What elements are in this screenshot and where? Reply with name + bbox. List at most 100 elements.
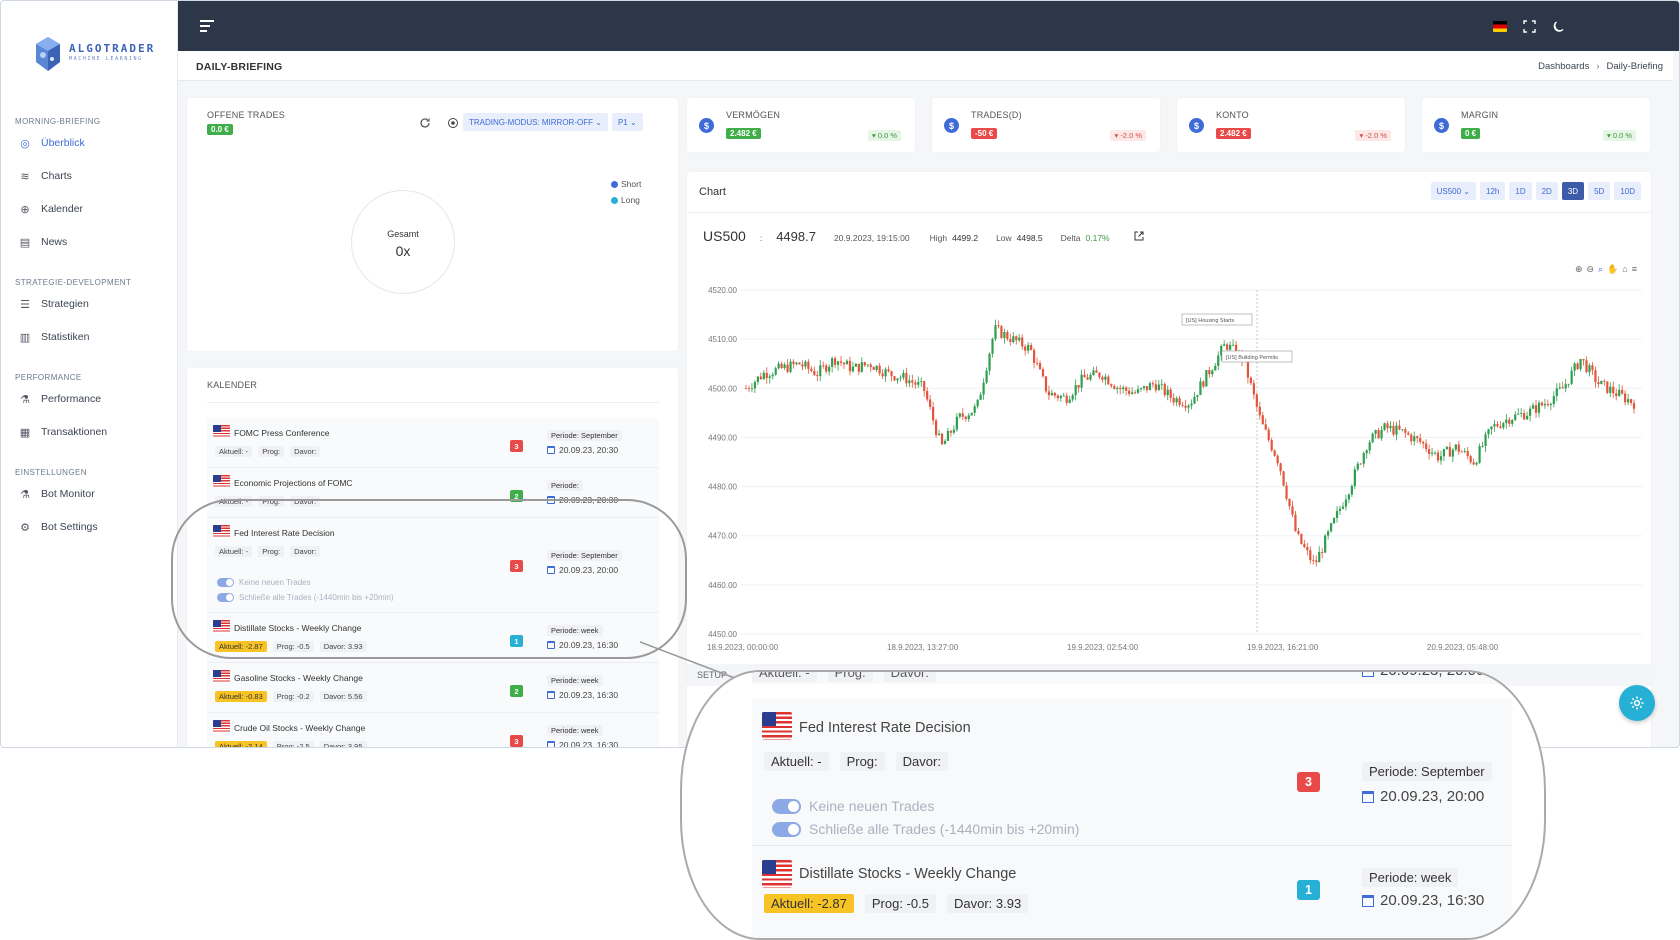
- refresh-icon[interactable]: [419, 116, 431, 134]
- x-tick-label: 19.9.2023, 02:54:00: [1067, 643, 1139, 652]
- home-icon[interactable]: ⌂: [1622, 264, 1628, 274]
- candle-body: [1484, 434, 1487, 447]
- candle-body: [1015, 336, 1018, 341]
- zoom-periode: Periode: September: [1362, 762, 1492, 781]
- candle-body: [804, 361, 807, 367]
- candle-body: [1032, 350, 1036, 363]
- sidebar-item-transaktionen[interactable]: ▦ Transaktionen: [19, 426, 107, 439]
- sidebar-item-bot-settings[interactable]: ⚙ Bot Settings: [19, 521, 98, 534]
- nav-section-title: EINSTELLUNGEN: [15, 468, 87, 477]
- candle-body: [1104, 376, 1107, 380]
- sidebar-item--berblick[interactable]: ◎ Überblick: [19, 137, 85, 150]
- candle-body: [1377, 430, 1380, 439]
- legend-short[interactable]: Short: [611, 179, 641, 189]
- candle-body: [1534, 405, 1538, 413]
- calendar-row[interactable]: Fed Interest Rate Decision Aktuell: - Pr…: [207, 518, 659, 613]
- calendar-row[interactable]: Distillate Stocks - Weekly Change Aktuel…: [207, 613, 659, 663]
- candle-body: [1588, 365, 1591, 373]
- event-date: 20.09.23, 20:30: [547, 445, 618, 455]
- external-link-icon[interactable]: [1134, 231, 1144, 243]
- range-button-10d[interactable]: 10D: [1614, 182, 1641, 200]
- zoom-toggle-no-new-trades[interactable]: Keine neuen Trades: [772, 798, 934, 814]
- fullscreen-icon[interactable]: [1521, 18, 1537, 34]
- candle-body: [1199, 381, 1202, 396]
- range-button-12h[interactable]: 12h: [1480, 182, 1506, 200]
- sidebar-item-label: Statistiken: [41, 331, 90, 343]
- x-tick-label: 18.9.2023, 13:27:00: [887, 643, 959, 652]
- calendar-row[interactable]: Crude Oil Stocks - Weekly Change Aktuell…: [207, 713, 659, 747]
- candle-body: [1175, 398, 1178, 403]
- x-tick-label: 19.9.2023, 16:21:00: [1247, 643, 1319, 652]
- sidebar-item-performance[interactable]: ⚗ Performance: [19, 393, 101, 406]
- zoom-out-icon[interactable]: ⊖: [1586, 264, 1595, 274]
- zoom-row-fed[interactable]: Fed Interest Rate Decision Aktuell: - Pro…: [752, 698, 1512, 846]
- candle-body: [1309, 550, 1312, 561]
- candle-body: [1428, 449, 1431, 454]
- event-toggle[interactable]: Keine neuen Trades: [217, 578, 311, 587]
- candle-body: [1493, 424, 1496, 427]
- candle-body: [884, 369, 887, 377]
- candle-body: [1291, 506, 1294, 515]
- candle-body: [1448, 446, 1451, 457]
- range-button-2d[interactable]: 2D: [1535, 182, 1558, 200]
- candle-body: [958, 413, 961, 417]
- candle-body: [1531, 405, 1535, 409]
- event-date: 20.09.23, 16:30: [547, 690, 618, 700]
- language-flag-icon[interactable]: [1492, 18, 1508, 34]
- calendar-icon: [547, 741, 555, 747]
- sidebar-item-statistiken[interactable]: ▥ Statistiken: [19, 331, 90, 344]
- menu-toggle-icon[interactable]: [200, 20, 214, 35]
- symbol-dropdown[interactable]: US500 ⌄: [1430, 182, 1477, 200]
- candle-body: [967, 415, 970, 419]
- candle-body: [1053, 392, 1056, 396]
- legend-long[interactable]: Long: [611, 195, 640, 205]
- calendar-row[interactable]: FOMC Press Conference Aktuell: - Prog: D…: [207, 418, 659, 468]
- zoom-event-values: Aktuell: - Prog: Davor:: [764, 752, 959, 771]
- zoom-select-icon[interactable]: ⌕: [1598, 264, 1604, 274]
- chart-menu-icon[interactable]: ≡: [1631, 264, 1637, 274]
- sidebar-item-news[interactable]: ▤ News: [19, 236, 67, 249]
- dark-mode-icon[interactable]: [1550, 18, 1566, 34]
- event-date: 20.09.23, 20:30: [547, 495, 618, 505]
- calendar-row[interactable]: Gasoline Stocks - Weekly Change Aktuell:…: [207, 663, 659, 713]
- range-button-3d[interactable]: 3D: [1561, 182, 1585, 200]
- kpi-card-trades-d-: $ TRADES(D) -50 € ▾ -2.0 %: [932, 98, 1160, 152]
- calendar-row[interactable]: Economic Projections of FOMC Aktuell: - …: [207, 468, 659, 518]
- zoom-row-distillate[interactable]: Distillate Stocks - Weekly Change Aktuel…: [752, 846, 1512, 938]
- candle-body: [1231, 344, 1235, 346]
- sidebar-item-charts[interactable]: ≋ Charts: [19, 170, 72, 183]
- range-button-5d[interactable]: 5D: [1588, 182, 1611, 200]
- candle-body: [1555, 388, 1558, 397]
- nav-section-title: MORNING-BRIEFING: [15, 117, 101, 126]
- impact-badge: 3: [510, 735, 523, 747]
- candle-body: [1374, 430, 1377, 434]
- range-button-1d[interactable]: 1D: [1509, 182, 1532, 200]
- chart-toolbar: ⊕ ⊖ ⌕ ✋ ⌂ ≡: [1575, 264, 1637, 275]
- breadcrumb-dashboards[interactable]: Dashboards: [1538, 61, 1590, 72]
- event-toggle[interactable]: Schließe alle Trades (-1440min bis +20mi…: [217, 593, 394, 602]
- candle-body: [914, 382, 917, 385]
- settings-fab-icon[interactable]: [1619, 685, 1655, 721]
- zoom-toggle-close-all[interactable]: Schließe alle Trades (-1440min bis +20mi…: [772, 821, 1079, 837]
- candle-body: [1220, 345, 1223, 356]
- impact-badge: 1: [510, 635, 523, 647]
- zoom-in-icon[interactable]: ⊕: [1574, 264, 1583, 274]
- candle-body: [1365, 450, 1368, 454]
- sidebar-item-strategien[interactable]: ☰ Strategien: [19, 298, 89, 311]
- candle-body: [1131, 392, 1134, 394]
- candle-body: [1080, 374, 1083, 388]
- sidebar-item-bot-monitor[interactable]: ⚗ Bot Monitor: [19, 488, 95, 501]
- pan-icon[interactable]: ✋: [1607, 264, 1619, 274]
- candle-body: [1184, 405, 1187, 408]
- logo[interactable]: ALGOTRADER MACHINE LEARNING: [33, 35, 155, 73]
- candle-body: [926, 390, 929, 400]
- sidebar-item-kalender[interactable]: ⊕ Kalender: [19, 203, 83, 216]
- candle-body: [964, 416, 967, 419]
- trading-mode-dropdown[interactable]: TRADING-MODUS: MIRROR-OFF ⌄: [463, 113, 608, 131]
- price-chart[interactable]: 4520.00 4510.00 4500.00 4490.00 4480.00 4470.…: [687, 272, 1651, 652]
- candle-body: [1597, 382, 1600, 385]
- calendar-card: KALENDER FOMC Press Conference Aktuell: …: [187, 368, 678, 747]
- candle-body: [1324, 535, 1327, 553]
- profile-dropdown[interactable]: P1 ⌄: [611, 113, 643, 131]
- target-icon[interactable]: [447, 116, 459, 134]
